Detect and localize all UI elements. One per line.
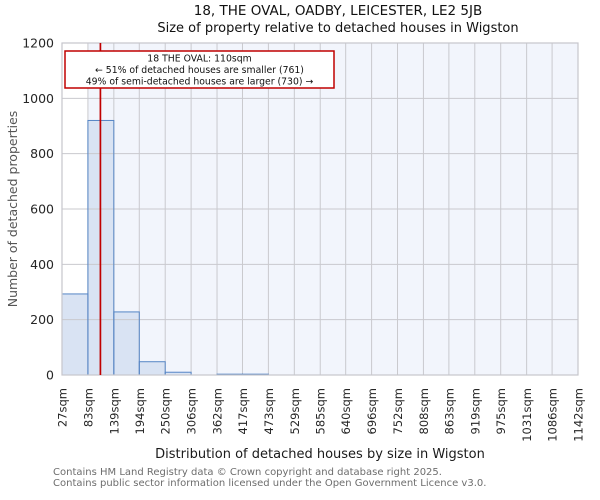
x-tick-label: 919sqm [468, 388, 482, 434]
x-tick-label: 640sqm [339, 388, 353, 434]
x-tick-label: 473sqm [262, 388, 276, 434]
footer-attribution-line1: Contains HM Land Registry data © Crown c… [53, 467, 442, 478]
y-tick-label: 1000 [22, 91, 54, 106]
x-tick-label: 863sqm [442, 388, 456, 434]
x-tick-label: 417sqm [236, 388, 250, 434]
x-tick-label: 808sqm [417, 388, 431, 434]
x-tick-label: 975sqm [494, 388, 508, 434]
annotation-box [64, 50, 335, 89]
annotation-text-line3: 49% of semi-detached houses are larger (… [86, 77, 314, 88]
x-tick-label: 27sqm [56, 388, 70, 427]
x-tick-label: 306sqm [185, 388, 199, 434]
plot-border [61, 42, 579, 376]
histogram-bar [62, 293, 88, 375]
x-tick-label: 1142sqm [572, 388, 586, 442]
footer-attribution-line2: Contains public sector information licen… [53, 478, 487, 489]
x-tick-label: 1031sqm [520, 388, 534, 442]
histogram-bar [165, 372, 192, 375]
chart-title: 18, THE OVAL, OADBY, LEICESTER, LE2 5JB [193, 3, 483, 19]
x-tick-label: 139sqm [107, 388, 121, 434]
x-tick-label: 194sqm [133, 388, 147, 434]
x-tick-label: 83sqm [81, 388, 95, 427]
x-tick-label: 585sqm [314, 388, 328, 434]
x-tick-label: 362sqm [211, 388, 225, 434]
y-tick-label: 0 [46, 368, 54, 383]
y-tick-label: 600 [30, 202, 54, 217]
y-tick-label: 400 [30, 257, 54, 272]
x-tick-label: 250sqm [159, 388, 173, 434]
histogram-bar [139, 361, 166, 375]
chart-subtitle: Size of property relative to detached ho… [157, 21, 519, 36]
x-tick-label: 696sqm [365, 388, 379, 434]
x-tick-label: 529sqm [288, 388, 302, 434]
y-tick-label: 1200 [22, 36, 54, 51]
annotation-text-line1: 18 THE OVAL: 110sqm [147, 54, 251, 65]
y-axis-label: Number of detached properties [5, 111, 20, 308]
x-axis-label: Distribution of detached houses by size … [155, 447, 485, 462]
y-tick-label: 200 [30, 312, 54, 327]
x-tick-label: 752sqm [391, 388, 405, 434]
histogram-bar [113, 311, 140, 375]
x-tick-label: 1086sqm [546, 388, 560, 442]
y-tick-label: 800 [30, 146, 54, 161]
annotation-text-line2: ← 51% of detached houses are smaller (76… [95, 65, 304, 76]
